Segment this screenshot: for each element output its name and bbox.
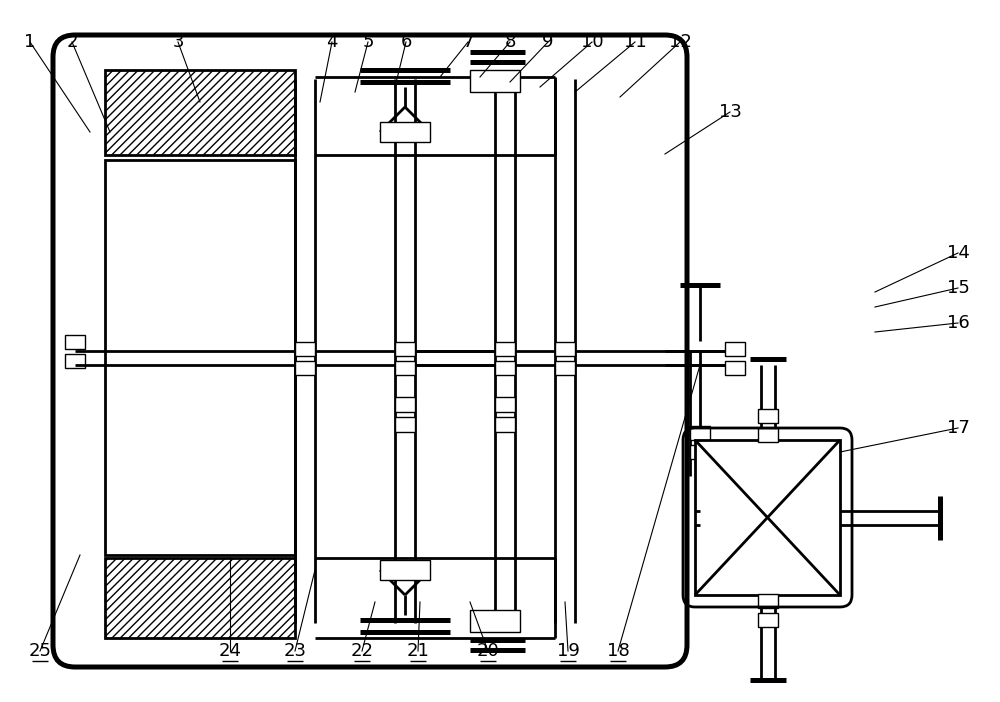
Text: 9: 9: [542, 33, 554, 51]
Bar: [555, 341, 575, 355]
Bar: [495, 417, 515, 432]
Bar: [395, 361, 415, 374]
Bar: [105, 558, 295, 638]
Bar: [105, 160, 295, 555]
Bar: [690, 425, 710, 439]
Text: 8: 8: [504, 33, 516, 51]
Text: 13: 13: [719, 103, 741, 121]
Text: 15: 15: [947, 279, 969, 297]
Bar: [495, 397, 515, 412]
Text: 18: 18: [607, 642, 629, 661]
Bar: [65, 354, 85, 368]
Text: 11: 11: [624, 33, 646, 51]
Bar: [758, 409, 778, 423]
Bar: [295, 341, 315, 355]
Bar: [695, 440, 840, 595]
Text: 24: 24: [218, 642, 242, 661]
Bar: [470, 70, 520, 92]
Text: 6: 6: [400, 33, 412, 51]
Bar: [395, 417, 415, 432]
Text: 7: 7: [462, 33, 474, 51]
Text: 19: 19: [557, 642, 579, 661]
Bar: [380, 560, 430, 580]
Text: 3: 3: [172, 33, 184, 51]
Bar: [495, 361, 515, 374]
Text: 25: 25: [28, 642, 52, 661]
Bar: [395, 341, 415, 355]
Bar: [555, 361, 575, 374]
Bar: [380, 122, 430, 142]
Bar: [758, 593, 778, 607]
Bar: [295, 361, 315, 374]
Bar: [758, 613, 778, 626]
Text: 4: 4: [326, 33, 338, 51]
Text: 14: 14: [947, 244, 969, 262]
Bar: [495, 341, 515, 355]
Text: 17: 17: [947, 419, 969, 437]
FancyBboxPatch shape: [53, 35, 687, 667]
Text: 22: 22: [351, 642, 374, 661]
Bar: [725, 341, 745, 355]
Bar: [758, 428, 778, 442]
Text: 16: 16: [947, 314, 969, 332]
Bar: [65, 334, 85, 348]
Text: 2: 2: [66, 33, 78, 51]
Text: 5: 5: [362, 33, 374, 51]
Text: 1: 1: [24, 33, 36, 51]
Text: 23: 23: [284, 642, 306, 661]
Bar: [725, 361, 745, 374]
Text: 20: 20: [477, 642, 499, 661]
Text: 21: 21: [407, 642, 429, 661]
Bar: [395, 397, 415, 412]
Text: 10: 10: [581, 33, 603, 51]
Text: 12: 12: [669, 33, 691, 51]
Bar: [105, 70, 295, 155]
Bar: [690, 444, 710, 458]
Bar: [470, 610, 520, 632]
